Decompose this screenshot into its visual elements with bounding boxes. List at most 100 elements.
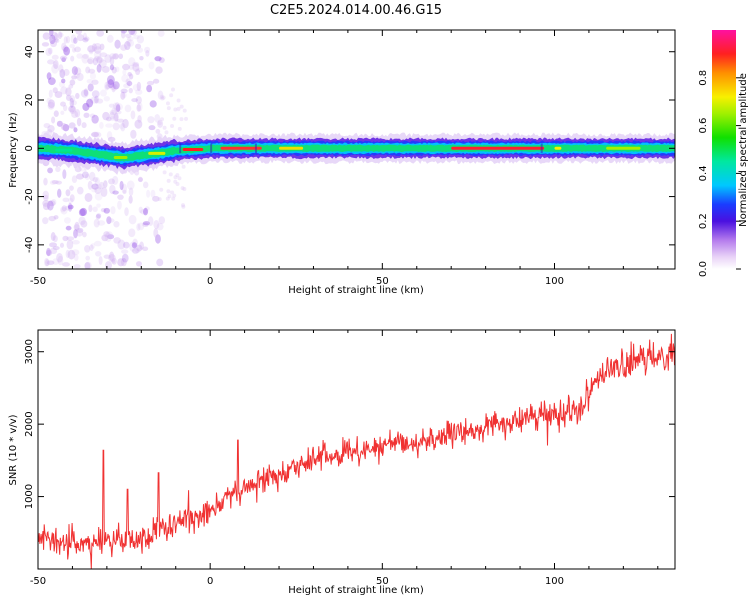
spectrogram-cell: [150, 189, 156, 198]
spectrogram-cell: [173, 179, 178, 184]
spectrogram-cell: [62, 235, 69, 242]
spectrogram-cell: [87, 180, 93, 190]
spectrogram-cell: [71, 175, 78, 184]
spectrogram-cell: [139, 209, 148, 215]
spectrogram-cell: [46, 249, 53, 256]
x-tick-label: -50: [30, 576, 46, 587]
spectrogram-cell: [104, 232, 112, 243]
spectrogram-cell: [84, 261, 92, 269]
spectrogram-cell: [87, 58, 93, 65]
spectrogram-cell: [99, 121, 104, 129]
y-tick-label: 2000: [24, 411, 35, 436]
spectrogram-cell: [114, 66, 120, 73]
spectrogram-cell: [85, 255, 91, 261]
colorbar-label: Normalized spectral amplitude: [738, 73, 749, 227]
spectrogram-notch: [254, 143, 257, 154]
spectrogram-cell: [111, 53, 119, 60]
spectrogram-cell: [54, 32, 59, 43]
spectrogram-cell: [181, 164, 186, 169]
spectrogram-cell: [62, 124, 70, 132]
spectrogram-cell: [96, 98, 104, 104]
spectrogram-cell: [74, 166, 82, 173]
spectrogram-cell: [148, 125, 156, 131]
spectrogram-cell: [96, 30, 105, 37]
spectrogram-cell: [42, 190, 49, 200]
spectrogram-cell: [61, 57, 66, 63]
spectrogram-cell: [65, 35, 71, 44]
snr-series-line: [38, 333, 675, 569]
spectrogram-cell: [65, 94, 72, 101]
spectrogram-cell: [76, 227, 84, 234]
y-tick-label: 20: [24, 94, 35, 107]
spectrogram-cell: [112, 102, 118, 111]
spectrogram-cell: [52, 258, 60, 265]
spectrogram-cell: [109, 251, 115, 261]
spectrogram-cell: [109, 111, 115, 120]
spectrogram-cell: [42, 199, 50, 207]
spectrogram-cell: [89, 244, 94, 251]
spectrogram-cell: [112, 122, 120, 131]
spectrogram-cell: [71, 66, 78, 76]
y-tick-label: 40: [24, 45, 35, 58]
spectrogram-cell: [111, 257, 117, 265]
spectrogram-cell: [159, 94, 164, 99]
spectrogram-cell: [62, 104, 68, 112]
spectrogram-cell: [47, 125, 55, 133]
spectrogram-cell: [93, 56, 100, 62]
spectrogram-cell: [120, 88, 128, 94]
spectrogram-cell: [144, 206, 150, 211]
spectrogram-cell: [131, 98, 138, 103]
spectrogram-cell: [139, 55, 144, 61]
spectrogram-cell: [89, 171, 96, 182]
spectrogram-cell: [96, 213, 102, 219]
spectrogram-cell: [109, 184, 116, 195]
spectrogram-cell: [165, 101, 170, 106]
spectrogram-cell: [66, 239, 74, 250]
spectrogram-cell: [116, 118, 125, 123]
spectrogram-cell: [97, 220, 106, 226]
spectrogram-cell: [173, 107, 178, 112]
spectrogram-cell: [117, 239, 126, 250]
spectrogram-cell: [106, 131, 113, 140]
spectrogram-cell: [88, 68, 96, 74]
spectrogram-cell: [71, 240, 80, 245]
x-tick-label: 50: [376, 576, 389, 587]
spectrogram-cell: [73, 254, 79, 262]
spectrogram-cell: [173, 175, 178, 180]
spectrogram-cell: [92, 206, 98, 213]
spectrogram-cell: [134, 119, 143, 129]
spectrogram-cell: [55, 180, 62, 185]
spectrogram-cell: [117, 194, 124, 200]
spectrogram-cell: [117, 200, 122, 210]
spectrogram-cell: [61, 78, 66, 84]
spectrogram-cell: [153, 220, 160, 230]
spectrogram-cell: [51, 198, 57, 206]
spectrogram-cell: [157, 197, 162, 202]
spectrogram-cell: [182, 108, 187, 113]
spectrogram-cell: [69, 79, 76, 86]
spectrogram-frame: [37, 29, 676, 270]
colorbar-tick-label: 0.2: [698, 213, 709, 229]
spectrogram-cell: [68, 84, 74, 89]
spectrogram-cell: [139, 241, 144, 250]
spectrogram-cell: [60, 122, 68, 131]
colorbar: 0.0 0.2 0.4 0.6 0.8 Normalized spectral ampl…: [698, 30, 749, 277]
spectrogram-axes: -50 0 50 100 -40 -20 0 20 40: [24, 30, 675, 287]
spectrogram-cell: [147, 216, 154, 227]
spectrogram-cell: [95, 214, 101, 220]
spectrogram-cell: [113, 114, 119, 122]
spectrogram-notch: [179, 143, 182, 154]
spectrogram-cell: [107, 79, 115, 89]
spectrogram-cell: [154, 114, 161, 123]
spectrogram-cell: [176, 106, 181, 111]
spectrogram-cell: [42, 32, 51, 40]
spectrogram-cell: [91, 183, 99, 190]
spectrogram-cell: [100, 89, 107, 97]
spectrogram-cell: [102, 111, 110, 121]
spectrogram-cell: [118, 53, 124, 60]
spectrogram-cell: [90, 132, 99, 138]
spectrogram-cell: [48, 47, 53, 55]
spectrogram-cell: [128, 187, 134, 196]
spectrogram-cell: [62, 169, 67, 180]
spectrogram-cell: [109, 53, 117, 60]
